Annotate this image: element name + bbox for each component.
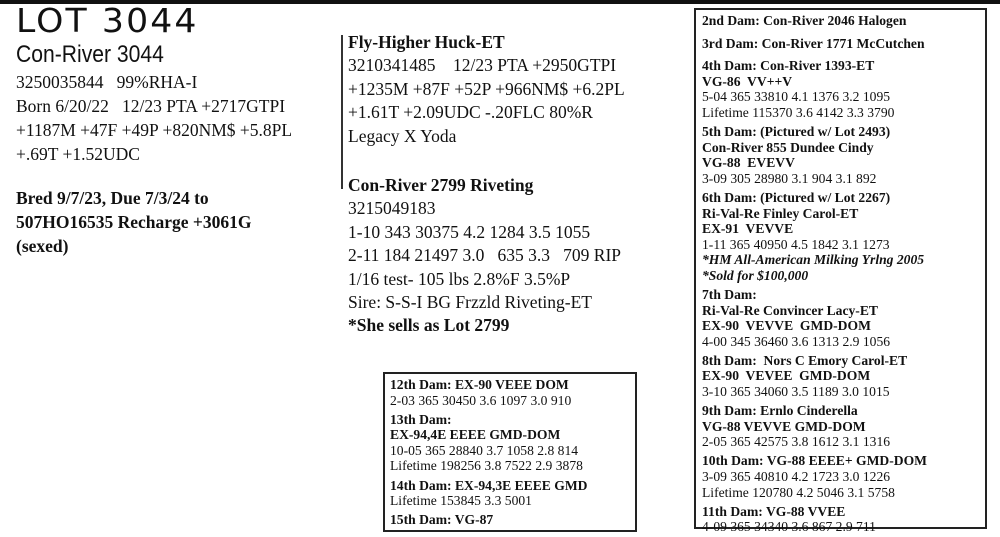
dam-heading: 7th Dam: — [702, 287, 757, 302]
sire-line: +1.61T +2.09UDC -.20FLC 80%R — [348, 102, 593, 123]
dam-heading: 15th Dam: VG-87 — [390, 512, 494, 528]
dam-record: Lifetime 115370 3.6 4142 3.3 3790 — [702, 104, 895, 120]
pedigree-box-bottom: 12th Dam: EX-90 VEEE DOM 2-03 365 30450 3… — [383, 372, 637, 532]
dam-record: Lifetime 153845 3.3 5001 — [390, 493, 532, 509]
dam-heading: EX-90 VEVEE GMD-DOM — [702, 368, 871, 384]
dam-record: 5-04 365 33810 4.1 1376 3.2 1095 — [702, 89, 891, 105]
dam-line: 1/16 test- 105 lbs 2.8%F 3.5%P — [348, 268, 571, 289]
dam-heading: EX-91 VEVVE — [702, 221, 794, 237]
dam-record: 3-09 305 28980 3.1 904 3.1 892 — [702, 170, 877, 186]
dam-entry: 2nd Dam: Con-River 2046 Halogen — [702, 13, 985, 29]
dam-entry: 9th Dam: Ernlo Cinderella VG-88 VEVVE GMD… — [702, 403, 985, 450]
breeding-line: Bred 9/7/23, Due 7/3/24 to — [16, 188, 209, 208]
dam-entry: 8th Dam: Nors C Emory Carol-ET EX-90 VEVE… — [702, 353, 985, 400]
dam-line: 3215049183 — [348, 198, 436, 219]
dam-entry: 15th Dam: VG-87 — [390, 512, 635, 528]
animal-detail-line: 3250035844 99%RHA-I — [16, 72, 198, 92]
pedigree-box-right: 2nd Dam: Con-River 2046 Halogen 3rd Dam: … — [694, 8, 987, 534]
dam-note: *Sold for $100,000 — [702, 267, 809, 283]
dam-note: *She sells as Lot 2799 — [348, 315, 510, 336]
sire-line: Legacy X Yoda — [348, 125, 457, 146]
dam-heading: 14th Dam: EX-94,3E EEEE GMD — [390, 477, 588, 493]
dam-record: 2-05 365 42575 3.8 1612 3.1 1316 — [702, 434, 891, 450]
animal-detail-line: +1187M +47F +49P +820NM$ +5.8PL — [16, 120, 293, 140]
dam-entry: 14th Dam: EX-94,3E EEEE GMD Lifetime 1538… — [390, 478, 635, 509]
dam-heading: 13th Dam: — [390, 411, 452, 427]
top-border — [0, 0, 1000, 4]
breeding-info: Bred 9/7/23, Due 7/3/24 to 507HO16535 Re… — [16, 186, 252, 258]
breeding-line: (sexed) — [16, 236, 69, 256]
dam-heading: Ri-Val-Re Finley Carol-ET — [702, 205, 859, 221]
breeding-line: 507HO16535 Recharge +3061G — [16, 212, 252, 232]
dam-entry: 7th Dam: Ri-Val-Re Convincer Lacy-ET EX-90… — [702, 287, 985, 349]
dam-name: Con-River 2799 Riveting — [348, 175, 534, 196]
animal-name: Con-River 3044 — [16, 41, 164, 68]
dam-heading: 4th Dam: Con-River 1393-ET — [702, 58, 875, 74]
dam-line: 2-11 184 21497 3.0 635 3.3 709 RIP — [348, 245, 622, 266]
dam-entry: 3rd Dam: Con-River 1771 McCutchen — [702, 36, 985, 52]
animal-details: 3250035844 99%RHA-I Born 6/20/22 12/23 P… — [16, 70, 292, 166]
dam-entry: 4th Dam: Con-River 1393-ET VG-86 VV++V 5-0… — [702, 58, 985, 120]
dam-entry: 6th Dam: (Pictured w/ Lot 2267) Ri-Val-Re… — [702, 190, 985, 284]
dam-record: Lifetime 198256 3.8 7522 2.9 3878 — [390, 458, 583, 474]
animal-detail-line: +.69T +1.52UDC — [16, 144, 140, 164]
dam-heading: VG-88 EVEVV — [702, 155, 795, 171]
dam-entry: 13th Dam: EX-94,4E EEEE GMD-DOM 10-05 365 … — [390, 412, 635, 474]
dam-entry: 10th Dam: VG-88 EEEE+ GMD-DOM 3-09 365 40… — [702, 453, 985, 500]
dam-entry: 11th Dam: VG-88 VVEE 4-09 365 34340 3.6 8… — [702, 504, 985, 535]
dam-entry: 12th Dam: EX-90 VEEE DOM 2-03 365 30450 3… — [390, 377, 635, 408]
dam-heading: 8th Dam: Nors C Emory Carol-ET — [702, 352, 908, 368]
dam-record: Lifetime 120780 4.2 5046 3.1 5758 — [702, 484, 895, 500]
dam-heading: 3rd Dam: Con-River 1771 McCutchen — [702, 35, 925, 51]
dam-line: Sire: S-S-I BG Frzzld Riveting-ET — [348, 292, 593, 313]
dam-heading: 10th Dam: VG-88 EEEE+ GMD-DOM — [702, 453, 927, 469]
dam-heading: VG-88 VEVVE GMD-DOM — [702, 418, 866, 434]
dam-line: 1-10 343 30375 4.2 1284 3.5 1055 — [348, 221, 591, 242]
animal-detail-line: Born 6/20/22 12/23 PTA +2717GTPI — [16, 96, 286, 116]
dam-heading: 9th Dam: Ernlo Cinderella — [702, 403, 858, 419]
dam-heading: 11th Dam: VG-88 VVEE — [702, 503, 846, 519]
dam-note: *HM All-American Milking Yrlng 2005 — [702, 252, 925, 268]
dam-record: 4-00 345 36460 3.6 1313 2.9 1056 — [702, 333, 891, 349]
dam-heading: Con-River 855 Dundee Cindy — [702, 139, 874, 155]
sire-name: Fly-Higher Huck-ET — [348, 32, 505, 52]
dam-entry: 5th Dam: (Pictured w/ Lot 2493) Con-River… — [702, 124, 985, 186]
sire-line: +1235M +87F +52P +966NM$ +6.2PL — [348, 78, 625, 99]
dam-record: 2-03 365 30450 3.6 1097 3.0 910 — [390, 392, 572, 408]
dam-heading: 12th Dam: EX-90 VEEE DOM — [390, 377, 569, 392]
dam-record: 10-05 365 28840 3.7 1058 2.8 814 — [390, 442, 579, 458]
divider — [341, 35, 343, 189]
dam-record: 3-09 365 40810 4.2 1723 3.0 1226 — [702, 469, 891, 485]
sire-line: 3210341485 12/23 PTA +2950GTPI — [348, 55, 617, 76]
lot-title: LOT 3044 — [16, 1, 199, 40]
dam-heading: 5th Dam: (Pictured w/ Lot 2493) — [702, 124, 891, 140]
dam-record: 3-10 365 34060 3.5 1189 3.0 1015 — [702, 384, 890, 400]
dam-record: 4-09 365 34340 3.6 867 2.9 711 — [702, 519, 876, 535]
dam-record: 1-11 365 40950 4.5 1842 3.1 1273 — [702, 236, 890, 252]
dam-heading: 2nd Dam: Con-River 2046 Halogen — [702, 13, 907, 28]
sire-dam-section: Fly-Higher Huck-ET 3210341485 12/23 PTA … — [348, 31, 625, 338]
dam-heading: Ri-Val-Re Convincer Lacy-ET — [702, 302, 878, 318]
dam-heading: VG-86 VV++V — [702, 73, 793, 89]
dam-heading: EX-90 VEVVE GMD-DOM — [702, 318, 871, 334]
dam-heading: 6th Dam: (Pictured w/ Lot 2267) — [702, 189, 891, 205]
dam-heading: EX-94,4E EEEE GMD-DOM — [390, 427, 561, 443]
